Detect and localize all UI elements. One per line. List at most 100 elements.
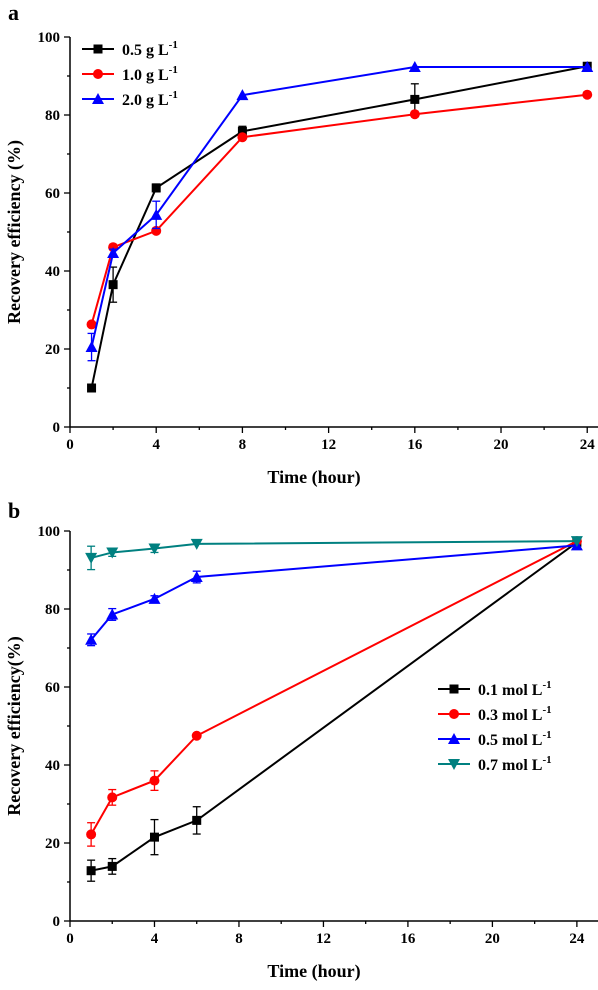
data-point xyxy=(236,89,249,101)
series-line xyxy=(90,544,577,641)
data-point xyxy=(148,543,161,555)
data-point xyxy=(151,183,161,193)
legend: 0.5 g L-1 1.0 g L-1 2.0 g L-1 xyxy=(82,39,178,109)
panel-label: b xyxy=(8,498,20,523)
data-point xyxy=(192,815,202,825)
x-tick-label: 4 xyxy=(151,931,159,947)
legend-label: 0.1 mol L-1 xyxy=(478,679,552,699)
y-tick-label: 80 xyxy=(45,108,60,124)
chart-panel-b: b 0 20 40 60 80 100 0 4 8 12 16 20 24 Time (hour) Recov… xyxy=(4,498,598,982)
x-axis-title: Time (hour) xyxy=(267,961,360,982)
data-point xyxy=(107,247,120,259)
legend-marker xyxy=(449,684,459,694)
series-0 xyxy=(86,537,582,882)
data-point xyxy=(149,832,159,842)
legend-item: 0.5 g L-1 xyxy=(82,39,178,59)
legend-label: 0.3 mol L-1 xyxy=(478,704,552,724)
x-tick-label: 8 xyxy=(239,437,247,453)
series-3 xyxy=(85,536,583,571)
data-point xyxy=(570,536,583,548)
data-point xyxy=(108,280,118,290)
data-point xyxy=(582,89,593,100)
y-tick-label: 40 xyxy=(45,264,60,280)
x-tick-label: 20 xyxy=(485,931,500,947)
y-axis-title: Recovery efficiency (%) xyxy=(4,140,25,324)
data-point xyxy=(85,633,98,645)
data-point xyxy=(106,547,119,559)
y-tick-label: 20 xyxy=(45,836,60,852)
legend-marker xyxy=(448,733,460,744)
x-tick-label: 0 xyxy=(66,931,74,947)
legend-item: 0.5 mol L-1 xyxy=(438,729,552,749)
legend-marker xyxy=(449,709,459,719)
series-2 xyxy=(85,61,594,362)
series-line xyxy=(90,66,588,348)
x-tick-label: 8 xyxy=(235,931,243,947)
x-tick-label: 24 xyxy=(569,931,585,947)
data-point xyxy=(237,126,247,136)
legend-label: 0.7 mol L-1 xyxy=(478,754,552,774)
legend-marker xyxy=(93,69,103,79)
series-2 xyxy=(85,539,583,647)
x-tick-label: 24 xyxy=(580,437,596,453)
chart-panel-a: a 0 20 40 60 80 100 0 4 8 12 16 20 24 Time (hour) Recov… xyxy=(4,0,598,488)
data-point xyxy=(149,775,160,786)
y-tick-label: 80 xyxy=(45,602,60,618)
y-tick-label: 100 xyxy=(38,30,61,46)
data-point xyxy=(86,829,97,840)
legend-label: 1.0 g L-1 xyxy=(122,64,178,84)
y-tick-label: 40 xyxy=(45,758,60,774)
data-point xyxy=(581,61,594,73)
data-point xyxy=(237,132,248,143)
data-point xyxy=(107,861,117,871)
data-point xyxy=(410,94,420,104)
legend: 0.1 mol L-1 0.3 mol L-1 0.5 mol L-1 0.7 mol… xyxy=(438,679,552,774)
legend-item: 1.0 g L-1 xyxy=(82,64,178,84)
data-point xyxy=(150,208,163,220)
legend-marker xyxy=(92,93,104,104)
x-tick-label: 12 xyxy=(321,437,336,453)
legend-item: 0.3 mol L-1 xyxy=(438,704,552,724)
data-point xyxy=(409,109,420,120)
series-line xyxy=(90,93,588,325)
series-line xyxy=(90,540,577,559)
data-point xyxy=(190,571,203,583)
series-1 xyxy=(86,536,582,847)
legend-label: 0.5 g L-1 xyxy=(122,39,178,59)
x-tick-label: 16 xyxy=(400,931,416,947)
data-point xyxy=(86,319,97,330)
x-tick-label: 16 xyxy=(407,437,423,453)
data-point xyxy=(106,608,119,620)
legend-label: 0.5 mol L-1 xyxy=(478,729,552,749)
y-axis-title: Recovery efficiency(%) xyxy=(4,636,25,815)
series-1 xyxy=(86,89,593,330)
panel-label: a xyxy=(8,0,19,25)
x-tick-label: 4 xyxy=(152,437,160,453)
data-point xyxy=(191,730,202,741)
x-tick-label: 12 xyxy=(316,931,331,947)
data-point xyxy=(86,866,96,876)
data-point xyxy=(148,592,161,604)
y-tick-label: 0 xyxy=(53,914,61,930)
y-tick-label: 0 xyxy=(53,420,61,436)
y-tick-label: 100 xyxy=(38,524,61,540)
data-point xyxy=(408,61,421,73)
y-tick-label: 60 xyxy=(45,680,60,696)
series-0 xyxy=(87,61,592,393)
y-tick-label: 60 xyxy=(45,186,60,202)
series-line xyxy=(90,65,588,389)
data-point xyxy=(190,538,203,550)
data-point xyxy=(107,792,118,803)
legend-marker xyxy=(93,44,103,54)
x-axis-title: Time (hour) xyxy=(267,467,360,488)
data-point xyxy=(85,552,98,564)
legend-marker xyxy=(448,759,460,770)
legend-label: 2.0 g L-1 xyxy=(122,89,178,109)
legend-item: 2.0 g L-1 xyxy=(82,89,178,109)
legend-item: 0.7 mol L-1 xyxy=(438,754,552,774)
x-tick-label: 0 xyxy=(66,437,74,453)
data-point xyxy=(87,383,97,393)
y-tick-label: 20 xyxy=(45,342,60,358)
x-tick-label: 20 xyxy=(494,437,509,453)
